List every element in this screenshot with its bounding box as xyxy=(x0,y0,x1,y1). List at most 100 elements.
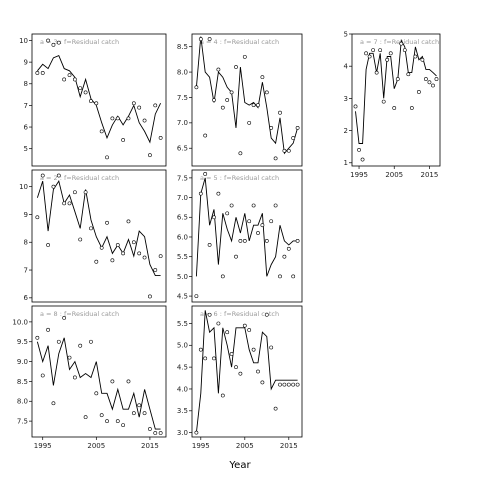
data-point xyxy=(40,71,45,75)
data-point xyxy=(242,323,247,328)
y-tick-label: 9 xyxy=(24,59,28,67)
data-point xyxy=(278,274,282,279)
y-tick-label: 6 xyxy=(24,294,29,302)
data-point xyxy=(89,339,93,344)
data-point xyxy=(105,220,109,225)
series-line xyxy=(36,337,161,430)
data-point xyxy=(225,211,230,216)
data-point xyxy=(260,223,265,228)
y-tick-label: 8.0 xyxy=(177,68,188,76)
data-point xyxy=(286,382,291,387)
panel-strip-label: a = 2 : f=Residual catch xyxy=(40,174,119,182)
y-tick-label: 10.0 xyxy=(12,318,28,326)
data-point xyxy=(126,116,131,121)
y-tick-label: 1 xyxy=(344,159,348,167)
data-point xyxy=(121,423,126,427)
data-point xyxy=(51,42,56,47)
y-tick-label: 7.0 xyxy=(177,194,188,202)
data-point xyxy=(78,343,83,348)
data-point xyxy=(72,77,77,82)
panel-strip-label: a = 6 : f=Residual catch xyxy=(200,310,279,318)
data-point xyxy=(353,104,358,109)
data-point xyxy=(216,67,221,72)
panel-7: a = 6 : f=Residual catch 3.0 3.5 4.0 4.5 5.0 5… xyxy=(177,305,303,450)
data-point xyxy=(121,251,126,256)
y-tick-label: 7.5 xyxy=(177,174,188,182)
data-point xyxy=(264,239,269,243)
data-point xyxy=(392,106,397,110)
data-point xyxy=(83,90,88,95)
data-point xyxy=(424,77,428,81)
data-point xyxy=(409,106,414,110)
data-point xyxy=(234,254,238,259)
y-tick-label: 5.0 xyxy=(177,342,188,350)
data-point xyxy=(35,71,40,75)
series-line xyxy=(37,55,162,144)
data-point xyxy=(216,191,221,196)
data-point xyxy=(434,77,439,81)
data-point xyxy=(148,427,152,431)
data-point xyxy=(51,184,56,189)
data-point xyxy=(83,415,88,420)
y-tick-label: 9 xyxy=(24,211,28,219)
panel-1: a = 3 : f=Residual catch 5 6 7 8 9 10 xyxy=(19,33,167,167)
series-line xyxy=(195,36,299,155)
data-point xyxy=(402,48,407,52)
data-point xyxy=(357,148,361,152)
y-tick-label: 9.5 xyxy=(17,338,28,346)
data-point xyxy=(56,40,61,45)
data-point xyxy=(406,72,411,77)
data-point xyxy=(251,103,256,107)
series-line xyxy=(355,38,437,144)
data-point xyxy=(416,90,421,94)
y-tick-label: 10 xyxy=(19,183,28,191)
data-point xyxy=(256,369,260,374)
data-point xyxy=(115,116,120,121)
panel-frame xyxy=(191,33,303,167)
data-point xyxy=(260,380,265,385)
data-point xyxy=(427,80,432,85)
data-point xyxy=(264,312,269,317)
y-tick-label: 6 xyxy=(24,123,29,131)
data-point xyxy=(291,274,296,279)
y-tick-label: 6.0 xyxy=(177,233,188,241)
data-point xyxy=(247,219,252,224)
data-point xyxy=(115,243,120,247)
panel-4: a = 2 : f=Residual catch 6 7 8 9 10 xyxy=(19,169,167,303)
y-tick-label: 3.5 xyxy=(177,407,188,415)
data-point xyxy=(105,419,109,424)
data-point xyxy=(198,37,203,41)
data-point xyxy=(131,411,136,416)
data-point xyxy=(371,48,376,52)
data-point xyxy=(194,85,199,90)
x-tick-label: 2005 xyxy=(87,442,105,450)
data-point xyxy=(273,156,278,161)
x-tick-label: 1995 xyxy=(34,442,52,450)
data-point xyxy=(194,294,199,298)
data-point xyxy=(291,136,296,140)
data-point xyxy=(35,215,40,220)
data-point xyxy=(247,120,252,125)
y-tick-label: 9.0 xyxy=(17,358,28,366)
data-point xyxy=(278,110,282,115)
x-tick-label: 2015 xyxy=(141,442,159,450)
data-point xyxy=(115,419,120,424)
data-point xyxy=(137,251,142,256)
data-point xyxy=(94,101,99,106)
y-tick-label: 8.5 xyxy=(17,378,28,386)
data-point xyxy=(67,355,72,360)
data-point xyxy=(225,98,230,102)
data-point xyxy=(220,393,225,398)
data-point xyxy=(203,356,208,361)
data-point xyxy=(247,328,252,332)
data-point xyxy=(158,431,163,435)
data-point xyxy=(212,356,216,361)
panel-3: a = 7 : f=Residual catch 1 2 3 4 5 1995 2005 201… xyxy=(344,30,441,179)
data-point xyxy=(269,219,274,224)
data-point xyxy=(264,90,269,95)
data-point xyxy=(269,126,274,130)
data-point xyxy=(378,48,383,52)
data-point xyxy=(212,98,216,102)
data-point xyxy=(399,41,404,46)
data-point xyxy=(251,347,256,352)
